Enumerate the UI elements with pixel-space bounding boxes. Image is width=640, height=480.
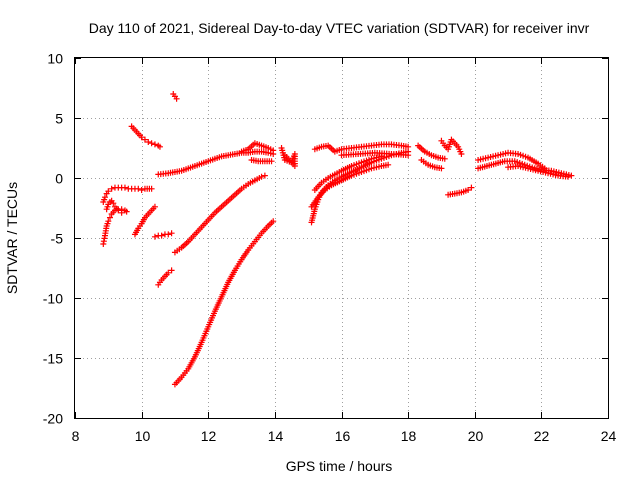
series-early-low: [100, 206, 130, 247]
series-early-mid: [103, 197, 125, 216]
x-axis-label: GPS time / hours: [286, 458, 393, 474]
x-tick-label: 22: [534, 428, 550, 444]
series-afternoon-low: [308, 148, 412, 226]
data-point: [106, 214, 113, 221]
data-point: [173, 95, 180, 102]
x-tick-label: 20: [468, 428, 484, 444]
data-point: [115, 207, 122, 214]
data-point: [270, 218, 277, 225]
series-evening-c: [505, 163, 572, 180]
data-point: [405, 152, 412, 159]
data-point: [258, 173, 265, 180]
series-isolated: [170, 91, 180, 102]
x-tick-label: 10: [135, 428, 151, 444]
axis-ticks: [75, 58, 609, 419]
data-point: [148, 140, 155, 147]
data-point: [118, 209, 125, 216]
series-early-high: [100, 184, 155, 205]
y-tick-label: -10: [43, 291, 63, 307]
chart-title: Day 110 of 2021, Sidereal Day-to-day VTE…: [89, 20, 590, 36]
data-point: [465, 187, 472, 193]
series-afternoon-top2: [338, 149, 412, 159]
x-tick-label: 12: [201, 428, 217, 444]
data-point: [458, 151, 465, 157]
data-point: [145, 139, 152, 145]
data-point: [101, 194, 108, 201]
series-rise-a: [131, 203, 158, 238]
data-point: [565, 173, 572, 180]
data-point: [261, 172, 268, 179]
series-mid-arc: [171, 172, 268, 256]
y-tick-label: -15: [43, 351, 63, 367]
x-tick-label: 24: [601, 428, 617, 444]
y-tick-label: -5: [51, 231, 64, 247]
x-tick-label: 14: [268, 428, 284, 444]
data-point: [405, 143, 412, 150]
data-point: [158, 232, 165, 239]
data-point: [270, 147, 277, 154]
data-point: [168, 230, 175, 237]
data-point: [148, 185, 155, 192]
plot-frame: [74, 57, 609, 419]
data-point: [123, 208, 130, 215]
series-hump: [238, 140, 277, 155]
data-point: [385, 161, 392, 168]
data-point: [138, 187, 145, 193]
data-point: [105, 188, 112, 195]
data-point: [156, 143, 163, 150]
data-point: [121, 184, 128, 191]
data-point: [441, 155, 448, 162]
series-afternoon-top: [311, 141, 412, 155]
series-low-arc: [171, 218, 277, 388]
x-tick-label: 16: [335, 428, 351, 444]
series-cluster-14: [278, 145, 298, 169]
data-point: [165, 231, 172, 238]
y-tick-label: 10: [47, 51, 63, 67]
series-drop: [128, 123, 163, 150]
series-afternoon-mid: [311, 153, 385, 193]
data-point: [135, 185, 142, 192]
data-point: [108, 185, 115, 192]
series-dip-18: [418, 157, 445, 172]
data-point: [141, 136, 148, 143]
data-point: [168, 267, 175, 274]
grid: [75, 58, 608, 418]
data-point: [138, 134, 145, 141]
series-upper-band: [155, 148, 277, 178]
data-point: [281, 152, 288, 159]
data-points: [100, 91, 575, 388]
data-point: [151, 203, 158, 210]
y-tick-label: -20: [43, 411, 63, 427]
data-point: [568, 172, 575, 179]
x-tick-label: 8: [72, 428, 80, 444]
data-point: [438, 165, 445, 172]
y-tick-label: 5: [55, 111, 63, 127]
data-point: [165, 269, 172, 276]
y-axis-label: SDTVAR / TECUs: [4, 182, 20, 294]
data-point: [151, 141, 158, 148]
series-flat-13-14: [248, 157, 275, 165]
series-hump-18: [415, 142, 448, 162]
data-point: [105, 218, 112, 225]
tick-labels: 8 10 12 14 16 18 20 22 24 -20 -15 -10 -5 0 5 10: [43, 51, 617, 445]
data-point: [151, 233, 158, 240]
data-point: [268, 158, 275, 165]
series-spikes-19: [438, 136, 465, 157]
x-tick-label: 18: [401, 428, 417, 444]
y-tick-label: 0: [55, 171, 63, 187]
series-short-a: [151, 230, 175, 240]
series-short-b: [155, 267, 175, 288]
series-dip-19: [445, 184, 475, 198]
data-point: [468, 184, 475, 191]
series-afternoon-lower: [308, 161, 392, 210]
data-point: [110, 200, 117, 207]
series-evening-a: [475, 149, 548, 172]
